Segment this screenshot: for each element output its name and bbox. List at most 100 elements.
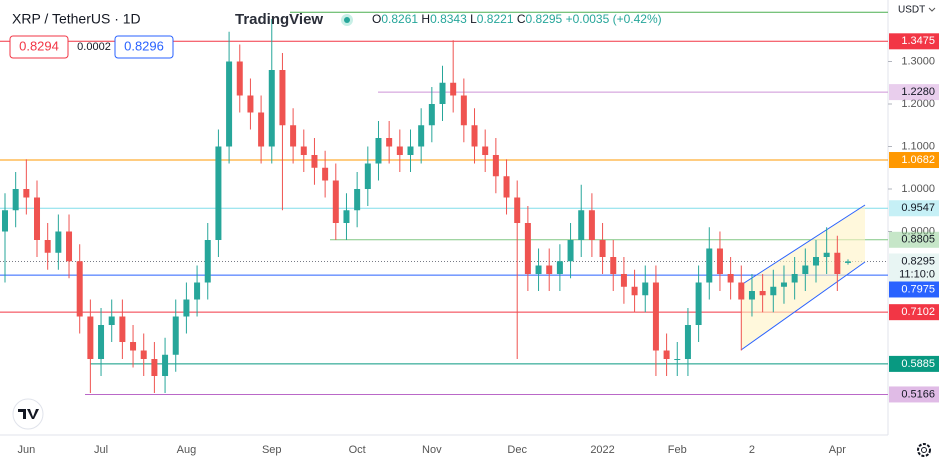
level-label-bg <box>889 200 939 217</box>
level-label-bg <box>889 281 939 298</box>
candle-body <box>407 146 414 156</box>
candle-body <box>290 125 297 147</box>
candle-body <box>834 252 841 275</box>
level-label: 0.7102 <box>901 306 935 318</box>
candle-body <box>151 359 158 377</box>
currency[interactable]: USDT <box>898 5 925 16</box>
sell-price[interactable]: 0.8294 <box>19 38 59 53</box>
candle-body <box>738 282 745 300</box>
buy-price[interactable]: 0.8296 <box>124 38 164 53</box>
candle-body <box>23 189 30 198</box>
level-label-bg <box>889 231 939 248</box>
candle-body <box>791 274 798 283</box>
level-label-bg <box>889 152 939 169</box>
x-tick-label: Dec <box>507 444 527 456</box>
candle-body <box>215 146 222 241</box>
candle-body <box>780 282 787 287</box>
channel-upper <box>740 204 866 286</box>
candle-body <box>87 316 94 360</box>
tv-logo <box>12 398 44 430</box>
sell-button[interactable] <box>9 35 69 59</box>
candle-body <box>2 210 8 232</box>
x-tick-label: 2022 <box>590 444 614 456</box>
level-label: 1.0682 <box>901 154 935 166</box>
candle-body <box>599 240 606 258</box>
spread: 0.0002 <box>77 41 111 53</box>
brand: TradingView <box>235 11 323 28</box>
currency-caret[interactable] <box>928 7 936 12</box>
level-label-bg <box>889 304 939 321</box>
level-label-bg <box>889 84 939 101</box>
level-label: 0.8805 <box>901 234 935 246</box>
candle-body <box>716 248 723 275</box>
ohlc-value: 0.8295 <box>526 12 563 26</box>
x-tick-label: Jul <box>94 444 108 456</box>
candle-body <box>364 163 371 190</box>
y-tick-label: 1.2000 <box>901 98 935 110</box>
candle-body <box>343 210 350 224</box>
candle-body <box>823 252 830 258</box>
level-label-bg <box>889 355 939 372</box>
candle-body <box>66 231 73 262</box>
status-dot <box>344 17 350 23</box>
candle-body <box>759 291 766 296</box>
candle-body <box>620 274 627 287</box>
candle-body <box>396 146 403 156</box>
candle-body <box>12 189 19 211</box>
candle-body <box>706 248 713 283</box>
candle-body <box>386 138 393 147</box>
y-tick-label: 1.0000 <box>901 183 935 195</box>
candle-body <box>98 325 105 360</box>
x-tick-label: Jun <box>17 444 35 456</box>
candle-body <box>172 316 179 355</box>
candle-body <box>482 146 489 156</box>
candle-body <box>535 265 542 275</box>
candle-body <box>236 61 243 96</box>
candle-body <box>428 104 435 126</box>
candle-body <box>108 316 115 326</box>
buy-button[interactable] <box>114 35 174 59</box>
level-label: 0.9547 <box>901 202 935 214</box>
candle-body <box>663 350 670 360</box>
candle-body <box>578 210 585 241</box>
candle-body <box>439 82 446 105</box>
x-tick-label: Oct <box>349 444 366 456</box>
candle-body <box>258 112 265 147</box>
settings-icon[interactable] <box>917 443 931 457</box>
candle-body <box>684 325 691 360</box>
ohlc-value: 0.8221 <box>477 12 514 26</box>
countdown: 11:10:0 <box>899 268 935 280</box>
candle-body <box>503 176 510 198</box>
candle-body <box>418 125 425 147</box>
candle-body <box>226 61 233 147</box>
candles <box>2 18 851 394</box>
level-label: 0.7975 <box>901 283 935 295</box>
candle-body <box>55 231 62 253</box>
y-tick-label: 0.9000 <box>901 225 935 237</box>
level-label-bg <box>889 33 939 50</box>
candle-body <box>375 138 382 164</box>
candle-body <box>300 146 307 156</box>
candle-body <box>162 354 169 377</box>
x-tick-label: Feb <box>668 444 687 456</box>
candle-body <box>279 69 286 126</box>
axes: 1.3000 1.2000 1.1000 1.0000 0.9000 Jun Jul Aug S… <box>17 33 939 456</box>
candle-body <box>802 265 809 275</box>
candle-body <box>194 282 201 300</box>
candle-body <box>460 95 467 126</box>
candle-body <box>524 223 531 275</box>
candle-body <box>588 210 595 241</box>
currency-bg[interactable] <box>893 2 938 18</box>
candle-body <box>183 299 190 317</box>
candle-body <box>311 155 318 168</box>
candle-body <box>204 240 211 283</box>
symbol-title: XRP / TetherUS · 1D <box>12 11 141 27</box>
candle-body <box>76 261 83 317</box>
candle-body <box>845 261 851 263</box>
candle-body <box>450 82 457 96</box>
candle-body <box>727 274 734 283</box>
y-tick-label: 1.3000 <box>901 55 935 67</box>
